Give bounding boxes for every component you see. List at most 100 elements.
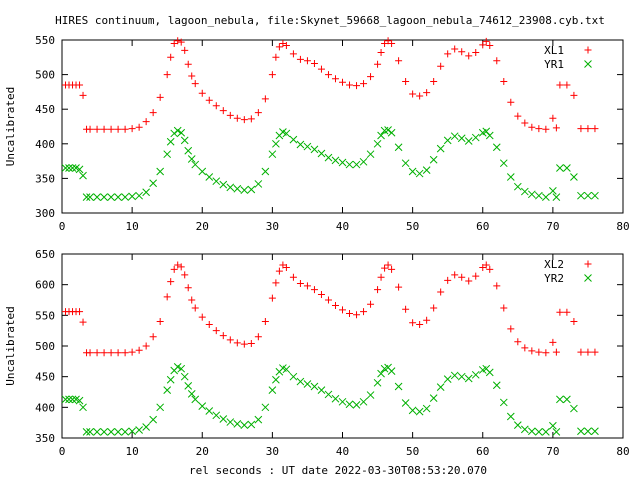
x-tick-label: 80	[616, 445, 629, 458]
data-point	[128, 348, 136, 356]
data-point	[388, 265, 396, 273]
data-point	[556, 164, 564, 172]
data-point	[429, 394, 438, 402]
data-point	[142, 118, 150, 126]
data-point	[282, 129, 291, 138]
data-point	[61, 395, 70, 404]
data-point	[430, 304, 438, 312]
data-point	[444, 276, 452, 284]
data-point	[142, 188, 151, 197]
data-point	[457, 134, 466, 143]
data-point	[563, 308, 571, 316]
data-point	[279, 39, 287, 47]
data-point	[377, 369, 385, 378]
data-point	[324, 390, 333, 399]
data-point	[556, 395, 564, 404]
x-tick-label: 50	[406, 445, 419, 458]
data-point	[535, 348, 543, 356]
data-point	[247, 185, 256, 194]
data-point	[507, 325, 515, 333]
data-point	[82, 428, 91, 436]
data-point	[482, 261, 490, 269]
data-point	[296, 140, 305, 149]
data-point	[366, 150, 375, 159]
data-point	[198, 89, 206, 97]
data-point	[163, 71, 171, 79]
x-tick-label: 60	[476, 220, 489, 233]
y-tick-label: 350	[35, 172, 55, 185]
data-point	[346, 81, 354, 89]
data-point	[156, 403, 165, 412]
data-point	[429, 155, 438, 164]
data-point	[198, 313, 206, 321]
data-point	[75, 396, 84, 405]
data-point	[170, 39, 178, 47]
data-point	[373, 139, 382, 148]
data-point	[135, 426, 143, 434]
data-point	[93, 349, 101, 357]
y-axis-label: Uncalibrated	[4, 306, 17, 385]
data-point	[591, 125, 599, 133]
data-point	[552, 193, 561, 201]
data-point	[409, 319, 417, 327]
data-point	[345, 400, 354, 409]
data-point	[500, 304, 508, 312]
data-point	[212, 411, 221, 420]
y-tick-label: 400	[35, 138, 55, 151]
data-point	[93, 428, 101, 436]
data-point	[499, 398, 508, 407]
y-tick-label: 350	[35, 432, 55, 445]
data-point	[226, 111, 234, 119]
data-point	[317, 290, 325, 298]
data-point	[254, 415, 263, 424]
data-point	[528, 347, 536, 355]
data-point	[86, 349, 94, 357]
data-point	[188, 72, 196, 80]
data-point	[114, 193, 122, 201]
data-point	[296, 377, 305, 386]
data-point	[198, 167, 207, 176]
legend-label: XL2	[544, 258, 564, 271]
data-point	[296, 279, 304, 287]
data-point	[184, 60, 192, 68]
data-point	[142, 423, 151, 431]
y-tick-label: 550	[35, 309, 55, 322]
data-point	[451, 45, 459, 53]
data-point	[556, 308, 564, 316]
data-point	[471, 133, 480, 142]
data-point	[240, 340, 248, 348]
legend-marker	[584, 60, 592, 68]
data-point	[436, 383, 445, 391]
data-point	[121, 428, 129, 436]
data-point	[163, 150, 172, 159]
x-tick-label: 20	[196, 445, 209, 458]
data-point	[289, 50, 297, 58]
data-point	[226, 183, 235, 192]
data-point	[384, 37, 392, 45]
data-point	[65, 395, 73, 404]
data-point	[275, 267, 283, 275]
data-point	[198, 402, 207, 410]
data-point	[416, 321, 424, 329]
data-point	[443, 375, 452, 383]
data-point	[513, 182, 522, 191]
data-point	[205, 96, 213, 104]
data-point	[303, 142, 312, 151]
data-point	[219, 107, 227, 115]
data-point	[310, 60, 318, 68]
data-point	[507, 98, 515, 106]
data-point	[367, 300, 375, 308]
data-point	[226, 418, 235, 426]
data-point	[233, 339, 241, 347]
data-point	[534, 191, 543, 200]
data-point	[479, 263, 487, 271]
data-point	[114, 125, 122, 133]
data-point	[465, 52, 473, 60]
data-point	[324, 296, 332, 304]
data-point	[384, 261, 392, 269]
data-point	[79, 171, 87, 180]
y-tick-label: 400	[35, 401, 55, 414]
data-point	[472, 272, 480, 280]
data-point	[374, 60, 382, 68]
x-tick-label: 0	[59, 445, 66, 458]
